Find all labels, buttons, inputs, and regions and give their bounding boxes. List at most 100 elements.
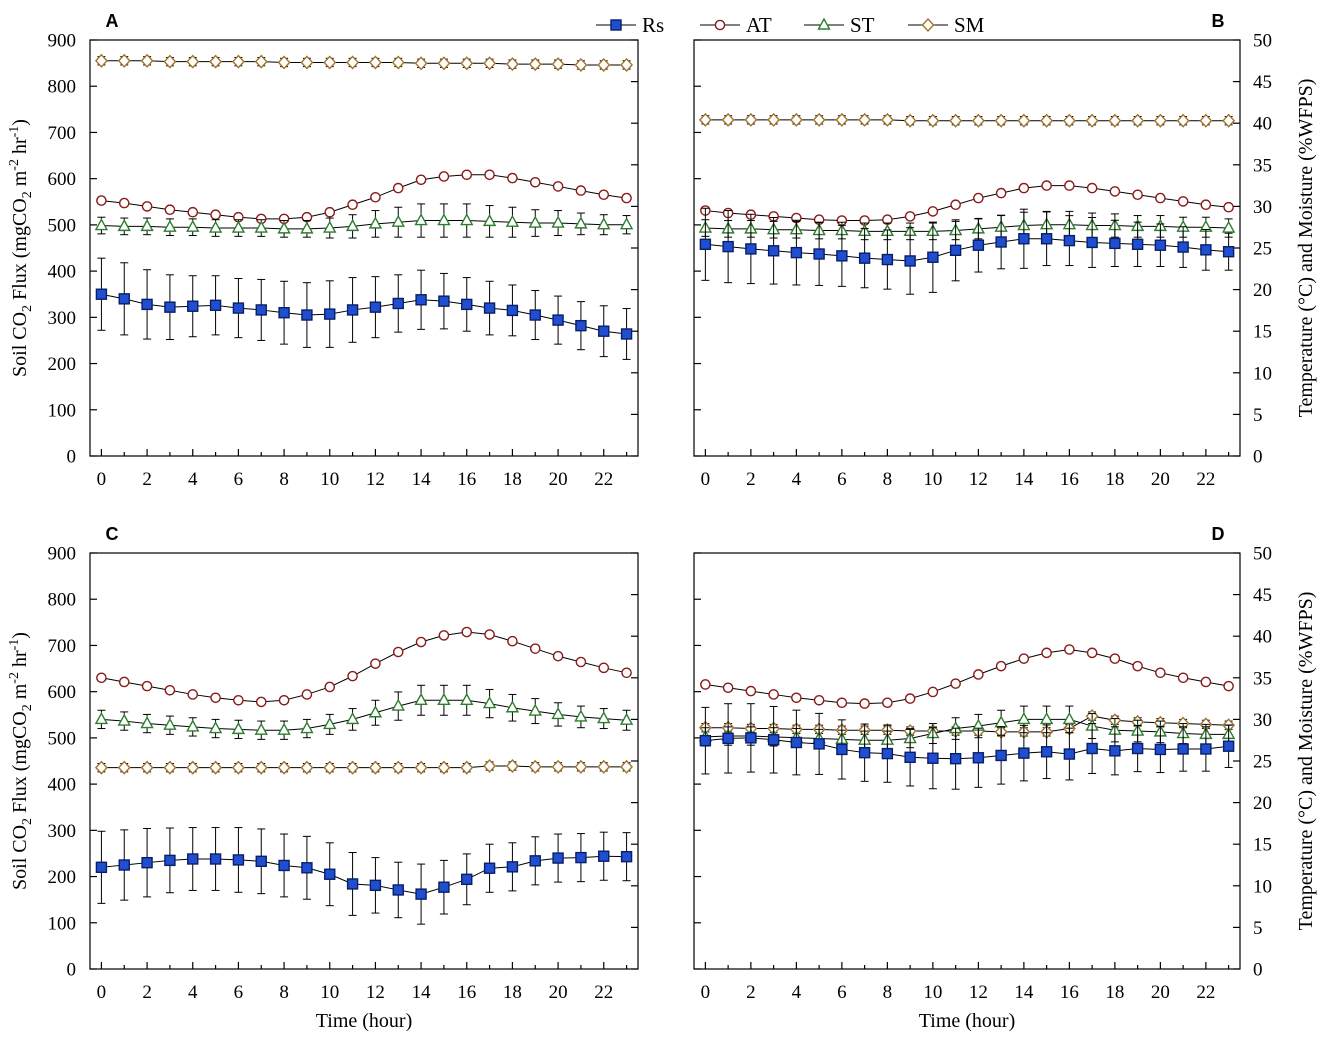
data-point <box>323 760 337 775</box>
data-point <box>254 220 268 233</box>
data-point <box>163 54 177 69</box>
data-point <box>995 187 1007 199</box>
data-point <box>346 55 360 70</box>
series-line <box>101 293 627 335</box>
legend-label: SM <box>954 13 985 37</box>
data-point <box>186 219 200 232</box>
data-point <box>370 658 381 669</box>
left-tick-label: 600 <box>48 682 77 703</box>
data-point <box>575 319 587 332</box>
data-point <box>323 55 337 70</box>
data-point <box>1176 113 1190 128</box>
x-tick-label: 18 <box>1105 469 1124 490</box>
left-tick-label: 100 <box>48 913 77 934</box>
data-point <box>368 55 382 70</box>
data-point <box>437 213 451 226</box>
data-point <box>94 711 109 725</box>
data-point <box>187 300 199 312</box>
data-point <box>552 314 564 326</box>
data-point <box>1154 239 1167 251</box>
data-point <box>1064 180 1075 191</box>
panel-B: 0 5 10 15 20 25 30 35 40 45 50 0 2 4 6 8 10 12 14 16 18 20 22 B… <box>693 11 1317 490</box>
data-point <box>392 884 404 896</box>
data-point <box>208 721 223 734</box>
axis-title-part: Soil CO <box>9 312 31 377</box>
data-point <box>438 171 450 182</box>
data-point <box>529 855 541 867</box>
series-line <box>101 174 627 220</box>
x-tick-label: 6 <box>234 982 244 1003</box>
data-point <box>437 56 451 71</box>
legend-entry-AT: AT <box>700 13 772 37</box>
data-point <box>368 216 383 229</box>
series-ST <box>698 210 1236 241</box>
data-point <box>209 299 222 312</box>
data-point <box>619 712 634 725</box>
series-line <box>101 855 627 895</box>
data-point <box>368 760 382 775</box>
axis-title-part: m <box>9 683 31 704</box>
left-axis-title: Soil CO2 Flux (mgCO2 m-2 hr-1) <box>7 119 35 377</box>
data-point <box>278 859 290 872</box>
data-point <box>392 297 404 310</box>
data-point <box>1017 711 1031 725</box>
data-point <box>1177 743 1189 755</box>
legend: Rs AT ST SM <box>596 13 985 37</box>
series-line <box>101 631 627 703</box>
left-tick-label: 400 <box>48 262 77 283</box>
right-tick-label: 35 <box>1253 155 1272 176</box>
data-point <box>1064 644 1075 655</box>
data-point <box>619 217 634 230</box>
x-tick-label: 20 <box>549 982 568 1003</box>
data-point <box>187 206 199 218</box>
data-point <box>1155 192 1166 204</box>
x-tick-label: 12 <box>969 469 988 490</box>
data-point <box>552 181 564 192</box>
data-point <box>141 201 153 212</box>
x-tick-label: 10 <box>320 469 339 490</box>
data-point <box>882 697 893 709</box>
data-point <box>347 670 358 682</box>
data-point <box>551 215 565 228</box>
data-point <box>300 55 314 70</box>
data-point <box>1041 647 1052 659</box>
data-point <box>1200 743 1212 755</box>
data-point <box>621 667 632 679</box>
data-point <box>209 54 223 69</box>
data-point <box>370 191 381 203</box>
data-point <box>598 662 610 674</box>
right-tick-label: 0 <box>1253 447 1263 468</box>
data-point <box>722 682 734 694</box>
data-point <box>391 760 405 775</box>
right-tick-label: 20 <box>1253 280 1272 301</box>
data-point <box>949 752 962 765</box>
data-point <box>529 643 541 654</box>
data-point <box>164 204 176 216</box>
series-SM <box>698 709 1236 739</box>
data-point <box>231 220 246 233</box>
right-tick-label: 45 <box>1253 585 1272 606</box>
data-point <box>699 734 712 747</box>
data-point <box>1109 237 1121 250</box>
data-point <box>722 240 734 253</box>
x-tick-label: 8 <box>279 982 289 1003</box>
panel-label: B <box>1212 11 1225 31</box>
legend-entry-ST: ST <box>804 13 875 37</box>
right-tick-label: 20 <box>1253 793 1272 814</box>
data-point <box>858 252 871 264</box>
series-ST <box>94 203 634 239</box>
data-point <box>1017 113 1031 128</box>
data-point <box>277 722 291 735</box>
right-tick-label: 45 <box>1253 72 1272 93</box>
data-point <box>528 703 542 716</box>
right-tick-label: 15 <box>1253 835 1272 856</box>
data-point <box>460 56 474 71</box>
right-tick-label: 0 <box>1253 960 1263 981</box>
panel-label: A <box>106 11 119 31</box>
data-point <box>575 185 587 196</box>
data-point <box>187 689 199 700</box>
x-tick-label: 14 <box>412 982 432 1003</box>
data-point <box>117 760 131 775</box>
right-tick-label: 40 <box>1253 627 1272 648</box>
data-point <box>1131 742 1144 755</box>
